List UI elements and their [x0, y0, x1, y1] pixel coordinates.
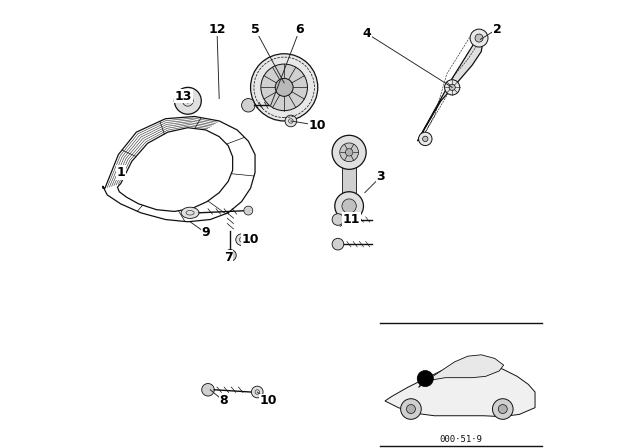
Text: 9: 9 [202, 226, 210, 240]
Polygon shape [418, 38, 484, 141]
Circle shape [244, 206, 253, 215]
Circle shape [470, 29, 488, 47]
Circle shape [252, 386, 263, 398]
Circle shape [335, 192, 364, 220]
Circle shape [419, 132, 432, 146]
Polygon shape [419, 355, 504, 388]
Circle shape [251, 54, 318, 121]
Circle shape [499, 405, 508, 414]
Text: 10: 10 [309, 119, 326, 132]
Text: 8: 8 [220, 394, 228, 408]
Circle shape [285, 115, 297, 127]
Text: 11: 11 [342, 213, 360, 226]
Circle shape [406, 405, 415, 414]
Circle shape [346, 149, 353, 156]
Circle shape [275, 78, 293, 96]
Text: 4: 4 [363, 27, 371, 40]
Text: 5: 5 [251, 22, 259, 36]
Text: 10: 10 [242, 233, 259, 246]
Circle shape [242, 99, 255, 112]
Circle shape [202, 383, 214, 396]
Circle shape [445, 80, 460, 95]
Polygon shape [342, 152, 356, 206]
Polygon shape [385, 362, 535, 417]
Circle shape [332, 135, 366, 169]
Text: 2: 2 [493, 22, 501, 36]
Text: 000·51·9: 000·51·9 [440, 435, 483, 444]
Text: 6: 6 [296, 22, 304, 36]
Circle shape [342, 199, 356, 213]
Text: 12: 12 [208, 22, 226, 36]
Circle shape [475, 34, 483, 42]
Text: 1: 1 [116, 166, 125, 179]
Text: 10: 10 [260, 394, 277, 408]
Circle shape [417, 370, 433, 387]
Polygon shape [118, 128, 233, 211]
Circle shape [493, 399, 513, 419]
Circle shape [225, 250, 236, 261]
Circle shape [261, 64, 307, 111]
Circle shape [340, 143, 358, 162]
Text: 7: 7 [224, 251, 232, 264]
Circle shape [332, 214, 344, 225]
Text: 3: 3 [376, 170, 385, 184]
Circle shape [332, 238, 344, 250]
Circle shape [236, 234, 248, 246]
Text: 13: 13 [175, 90, 192, 103]
Circle shape [174, 87, 201, 114]
Circle shape [401, 399, 421, 419]
Circle shape [422, 136, 428, 142]
Circle shape [449, 84, 455, 90]
Ellipse shape [181, 207, 199, 218]
